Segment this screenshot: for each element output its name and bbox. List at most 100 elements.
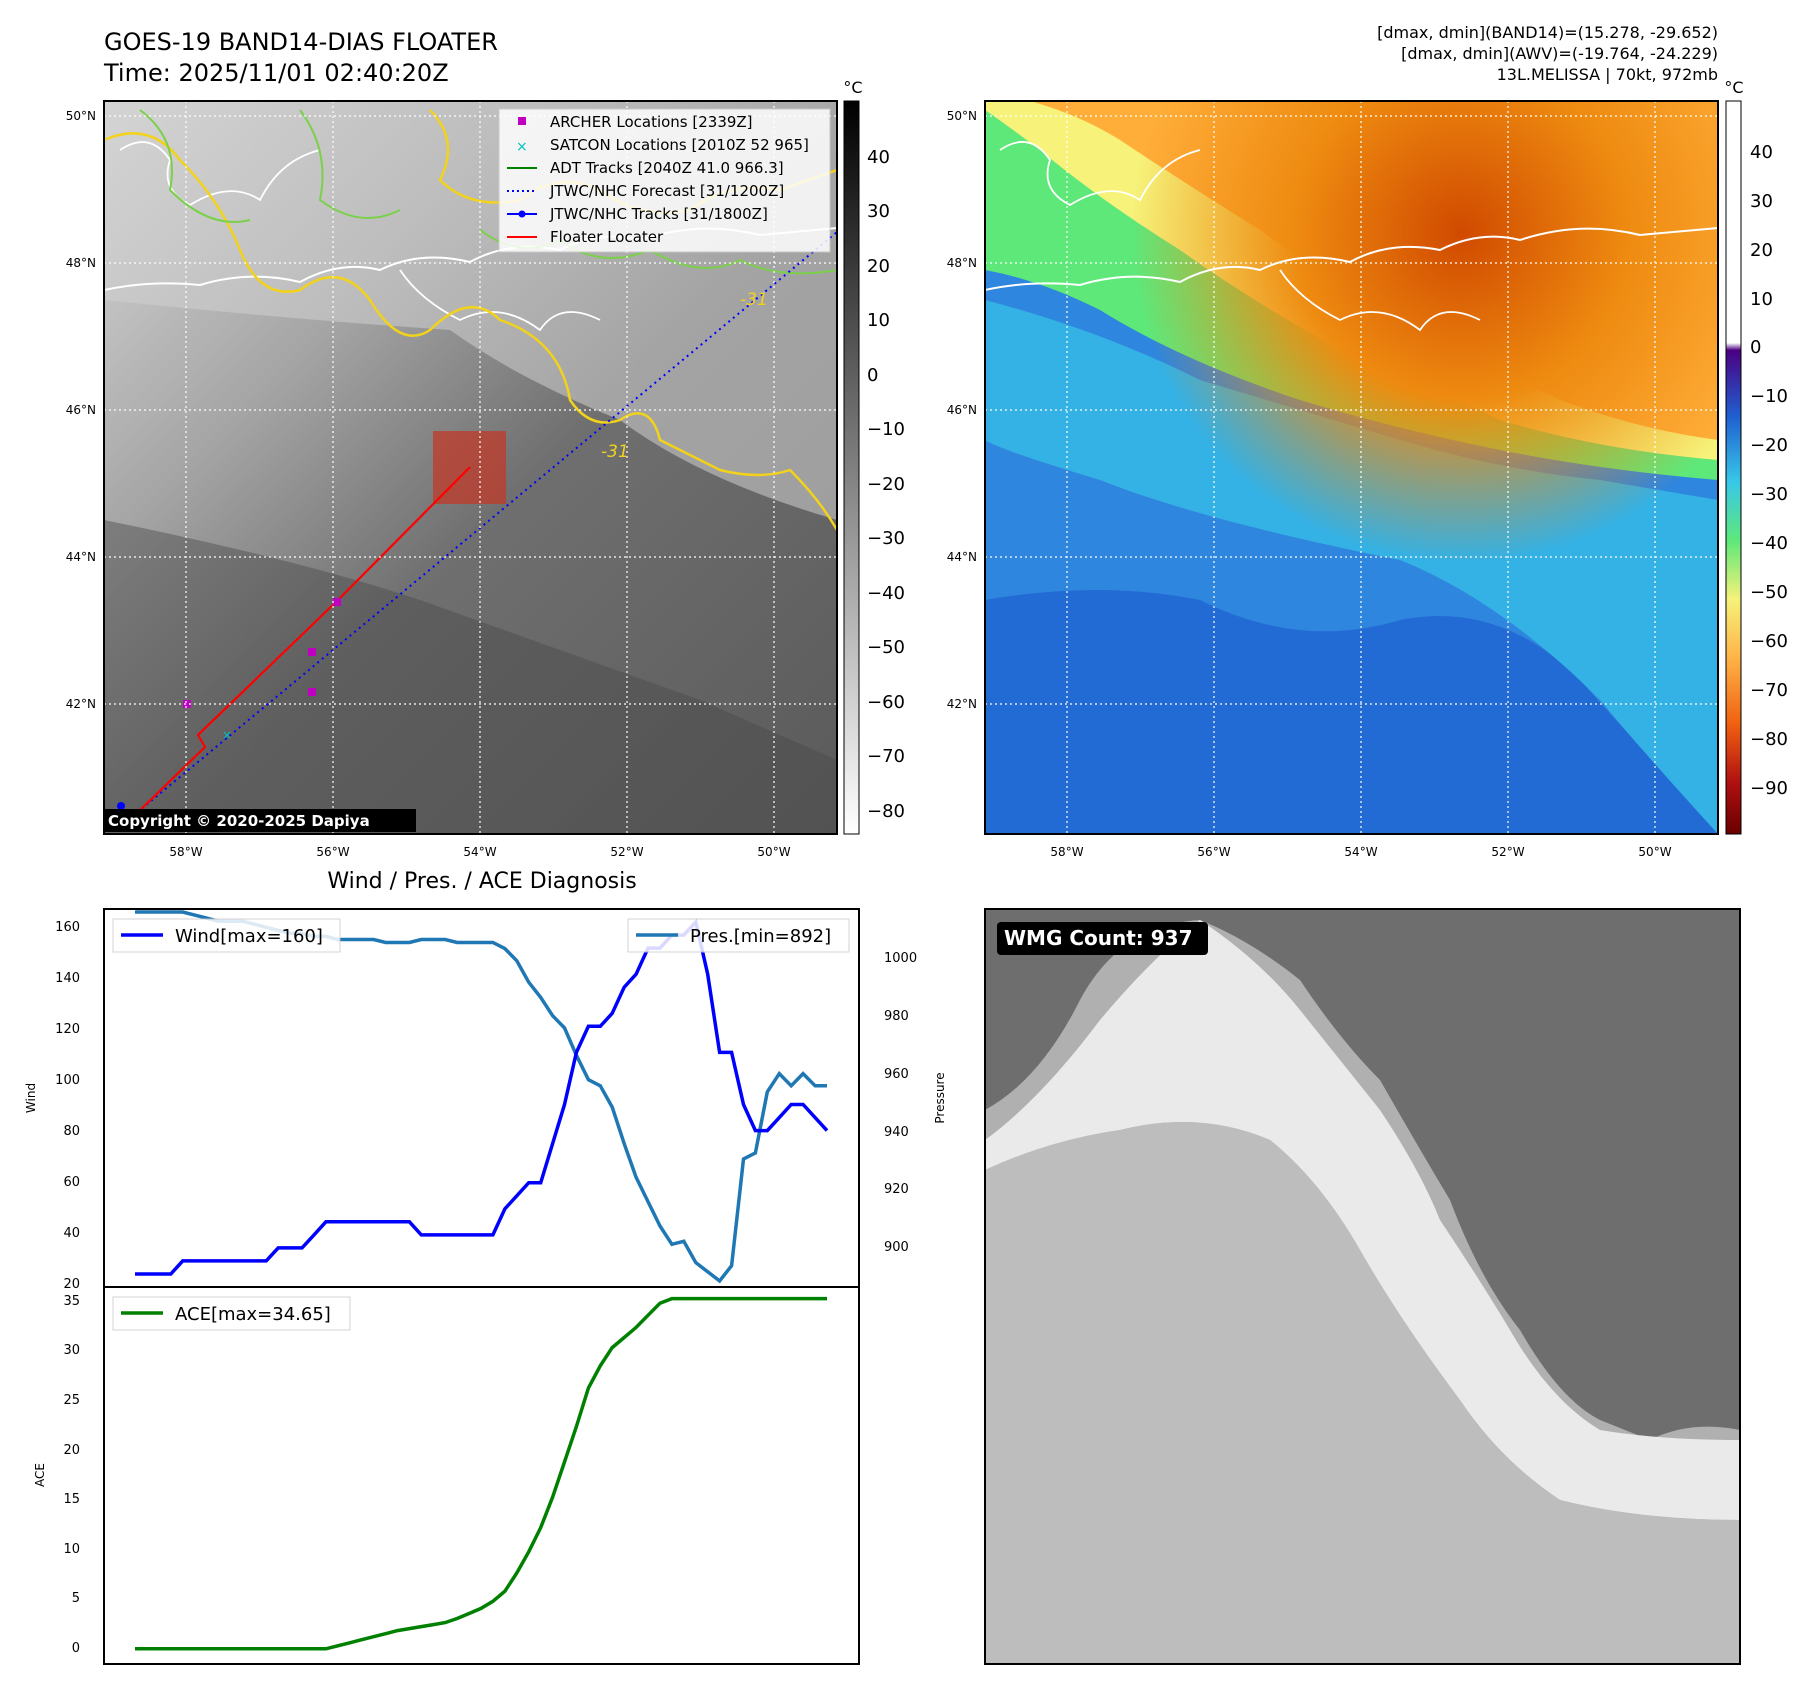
svg-text:56°W: 56°W (316, 845, 349, 859)
color-coastline-newfoundland (999, 141, 1481, 332)
ace-ylabel: ACE (33, 1463, 47, 1487)
contour-label-2: -31 (601, 442, 629, 462)
svg-text:−40: −40 (1750, 533, 1788, 554)
svg-text:42°N: 42°N (66, 697, 96, 711)
legend-archer-label: ARCHER Locations [2339Z] (550, 113, 753, 131)
ir-lat-labels: 50°N 48°N 46°N 44°N 42°N (66, 109, 96, 711)
svg-text:50°W: 50°W (757, 845, 790, 859)
svg-text:35: 35 (63, 1294, 80, 1309)
svg-text:140: 140 (55, 971, 80, 986)
legend-adt-label: ADT Tracks [2040Z 41.0 966.3] (550, 159, 784, 177)
ir-legend: ARCHER Locations [2339Z] × SATCON Locati… (498, 108, 831, 253)
jtwc-track-point (117, 802, 125, 810)
svg-text:−80: −80 (867, 801, 905, 822)
stats-awv: [dmax, dmin](AWV)=(-19.764, -24.229) (1401, 44, 1718, 63)
svg-text:52°W: 52°W (1491, 845, 1524, 859)
contour-yellow (104, 132, 837, 531)
pres-ylabel: Pressure (933, 1072, 947, 1123)
ace-legend: ACE[max=34.65] (112, 1296, 351, 1331)
figure-title: GOES-19 BAND14-DIAS FLOATER (104, 28, 498, 56)
svg-text:44°N: 44°N (947, 550, 977, 564)
copyright-box (104, 809, 416, 832)
color-lon-labels: 58°W 56°W 54°W 52°W 50°W (1050, 845, 1671, 859)
svg-text:980: 980 (884, 1009, 909, 1024)
color-map-frame (984, 100, 1719, 835)
contour-label-1: -31 (740, 290, 768, 310)
legend-forecast-label: JTWC/NHC Forecast [31/1200Z] (549, 182, 784, 200)
svg-text:50°W: 50°W (1638, 845, 1671, 859)
svg-text:−40: −40 (867, 583, 905, 604)
ace-ticks: 35 30 25 20 15 10 5 0 (63, 1294, 80, 1656)
diagnosis-title: Wind / Pres. / ACE Diagnosis (327, 869, 636, 894)
svg-text:25: 25 (63, 1393, 80, 1408)
svg-text:54°W: 54°W (1344, 845, 1377, 859)
legend-tracks-dot (518, 210, 526, 218)
svg-text:42°N: 42°N (947, 697, 977, 711)
svg-text:60: 60 (63, 1175, 80, 1190)
svg-text:20: 20 (63, 1277, 80, 1292)
svg-text:5: 5 (72, 1591, 80, 1606)
svg-text:−30: −30 (1750, 484, 1788, 505)
ace-series-line (135, 1296, 827, 1651)
svg-text:100: 100 (55, 1073, 80, 1088)
svg-text:−90: −90 (1750, 778, 1788, 799)
svg-text:−60: −60 (1750, 631, 1788, 652)
archer-point-2 (308, 648, 316, 656)
archer-point-1 (183, 700, 191, 708)
svg-text:120: 120 (55, 1022, 80, 1037)
coastline-newfoundland (119, 141, 601, 332)
satcon-point: × (222, 728, 232, 742)
color-map-panel: 50°N 48°N 46°N 44°N 42°N 58°W 56°W 54°W … (947, 78, 1788, 859)
svg-text:−70: −70 (1750, 680, 1788, 701)
ir-gridlines (104, 101, 837, 834)
wind-series-line (135, 918, 829, 1276)
svg-text:0: 0 (1750, 337, 1761, 358)
svg-text:46°N: 46°N (66, 403, 96, 417)
svg-text:44°N: 44°N (66, 550, 96, 564)
svg-text:−80: −80 (1750, 729, 1788, 750)
svg-text:15: 15 (63, 1492, 80, 1507)
color-gridlines (985, 101, 1718, 834)
pres-legend: Pres.[min=892] (627, 918, 850, 953)
wind-ylabel: Wind (24, 1083, 38, 1113)
svg-text:58°W: 58°W (169, 845, 202, 859)
ir-colorbar (843, 100, 860, 835)
color-lat-labels: 50°N 48°N 46°N 44°N 42°N (947, 109, 977, 711)
figure-timestamp: Time: 2025/11/01 02:40:20Z (103, 59, 449, 87)
wmg-count-label: WMG Count: 937 (1004, 926, 1193, 950)
ir-map-panel: × -31 -31 ARCHER Locations [2339Z] (66, 78, 905, 859)
color-colorbar-ticks: 40 30 20 10 0 −10 −20 −30 −40 −50 −60 −7… (1750, 142, 1788, 799)
legend-floater-label: Floater Locater (550, 228, 664, 246)
wind-pres-chart: 160 140 120 100 80 60 40 20 1000 980 960… (24, 908, 947, 1292)
svg-text:40: 40 (1750, 142, 1773, 163)
svg-text:20: 20 (1750, 240, 1773, 261)
ir-lon-labels: 58°W 56°W 54°W 52°W 50°W (169, 845, 790, 859)
ace-frame (103, 1286, 860, 1665)
wind-legend-label: Wind[max=160] (175, 926, 323, 947)
svg-text:40: 40 (867, 147, 890, 168)
svg-text:20: 20 (867, 256, 890, 277)
wmg-label-box (997, 922, 1208, 955)
svg-text:900: 900 (884, 1240, 909, 1255)
svg-text:54°W: 54°W (463, 845, 496, 859)
legend-satcon-marker: × (516, 139, 528, 155)
color-colorbar-unit: °C (1724, 78, 1743, 97)
svg-text:160: 160 (55, 920, 80, 935)
svg-text:20: 20 (63, 1443, 80, 1458)
stats-band14: [dmax, dmin](BAND14)=(15.278, -29.652) (1377, 23, 1718, 42)
wind-legend: Wind[max=160] (112, 918, 341, 953)
wmg-bright-wedge (985, 920, 1740, 1520)
ir-colorbar-unit: °C (843, 78, 862, 97)
svg-text:0: 0 (72, 1641, 80, 1656)
svg-text:960: 960 (884, 1067, 909, 1082)
svg-text:48°N: 48°N (66, 256, 96, 270)
stats-storm: 13L.MELISSA | 70kt, 972mb (1497, 65, 1718, 84)
wind-pres-frame (103, 908, 860, 1288)
svg-text:50°N: 50°N (947, 109, 977, 123)
svg-text:920: 920 (884, 1182, 909, 1197)
ace-chart: 35 30 25 20 15 10 5 0 ACE ACE[max=34.65] (33, 1286, 860, 1665)
svg-text:80: 80 (63, 1124, 80, 1139)
legend-satcon-label: SATCON Locations [2010Z 52 965] (550, 136, 809, 154)
svg-text:10: 10 (867, 310, 890, 331)
